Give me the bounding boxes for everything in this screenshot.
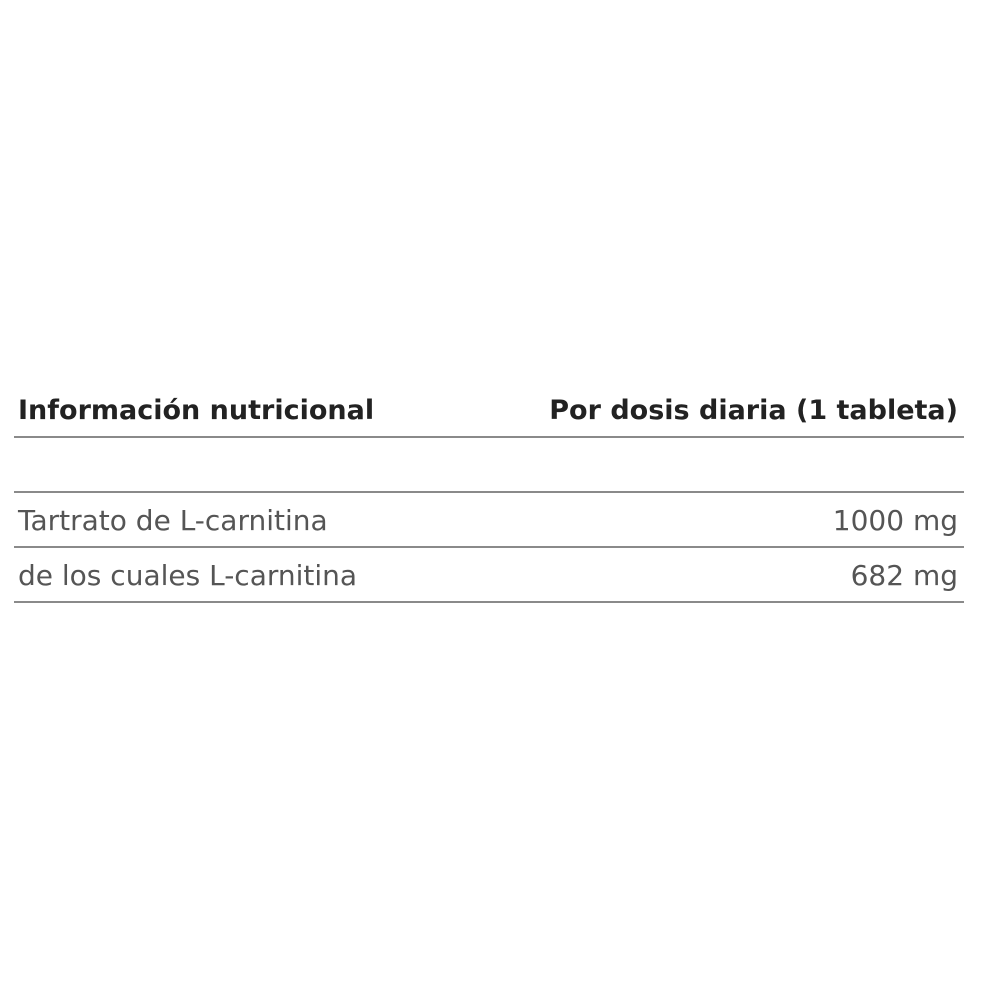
table-row: de los cuales L-carnitina 682 mg xyxy=(14,548,964,603)
table-spacer-row xyxy=(14,438,964,493)
table-header: Información nutricional Por dosis diaria… xyxy=(14,380,964,438)
row-value: 682 mg xyxy=(850,559,958,592)
nutrition-table: Información nutricional Por dosis diaria… xyxy=(14,380,964,603)
row-label: Tartrato de L-carnitina xyxy=(18,504,328,537)
table-row: Tartrato de L-carnitina 1000 mg xyxy=(14,493,964,548)
header-label: Información nutricional xyxy=(18,394,375,426)
row-value: 1000 mg xyxy=(832,504,958,537)
row-label: de los cuales L-carnitina xyxy=(18,559,358,592)
header-value: Por dosis diaria (1 tableta) xyxy=(549,394,958,426)
